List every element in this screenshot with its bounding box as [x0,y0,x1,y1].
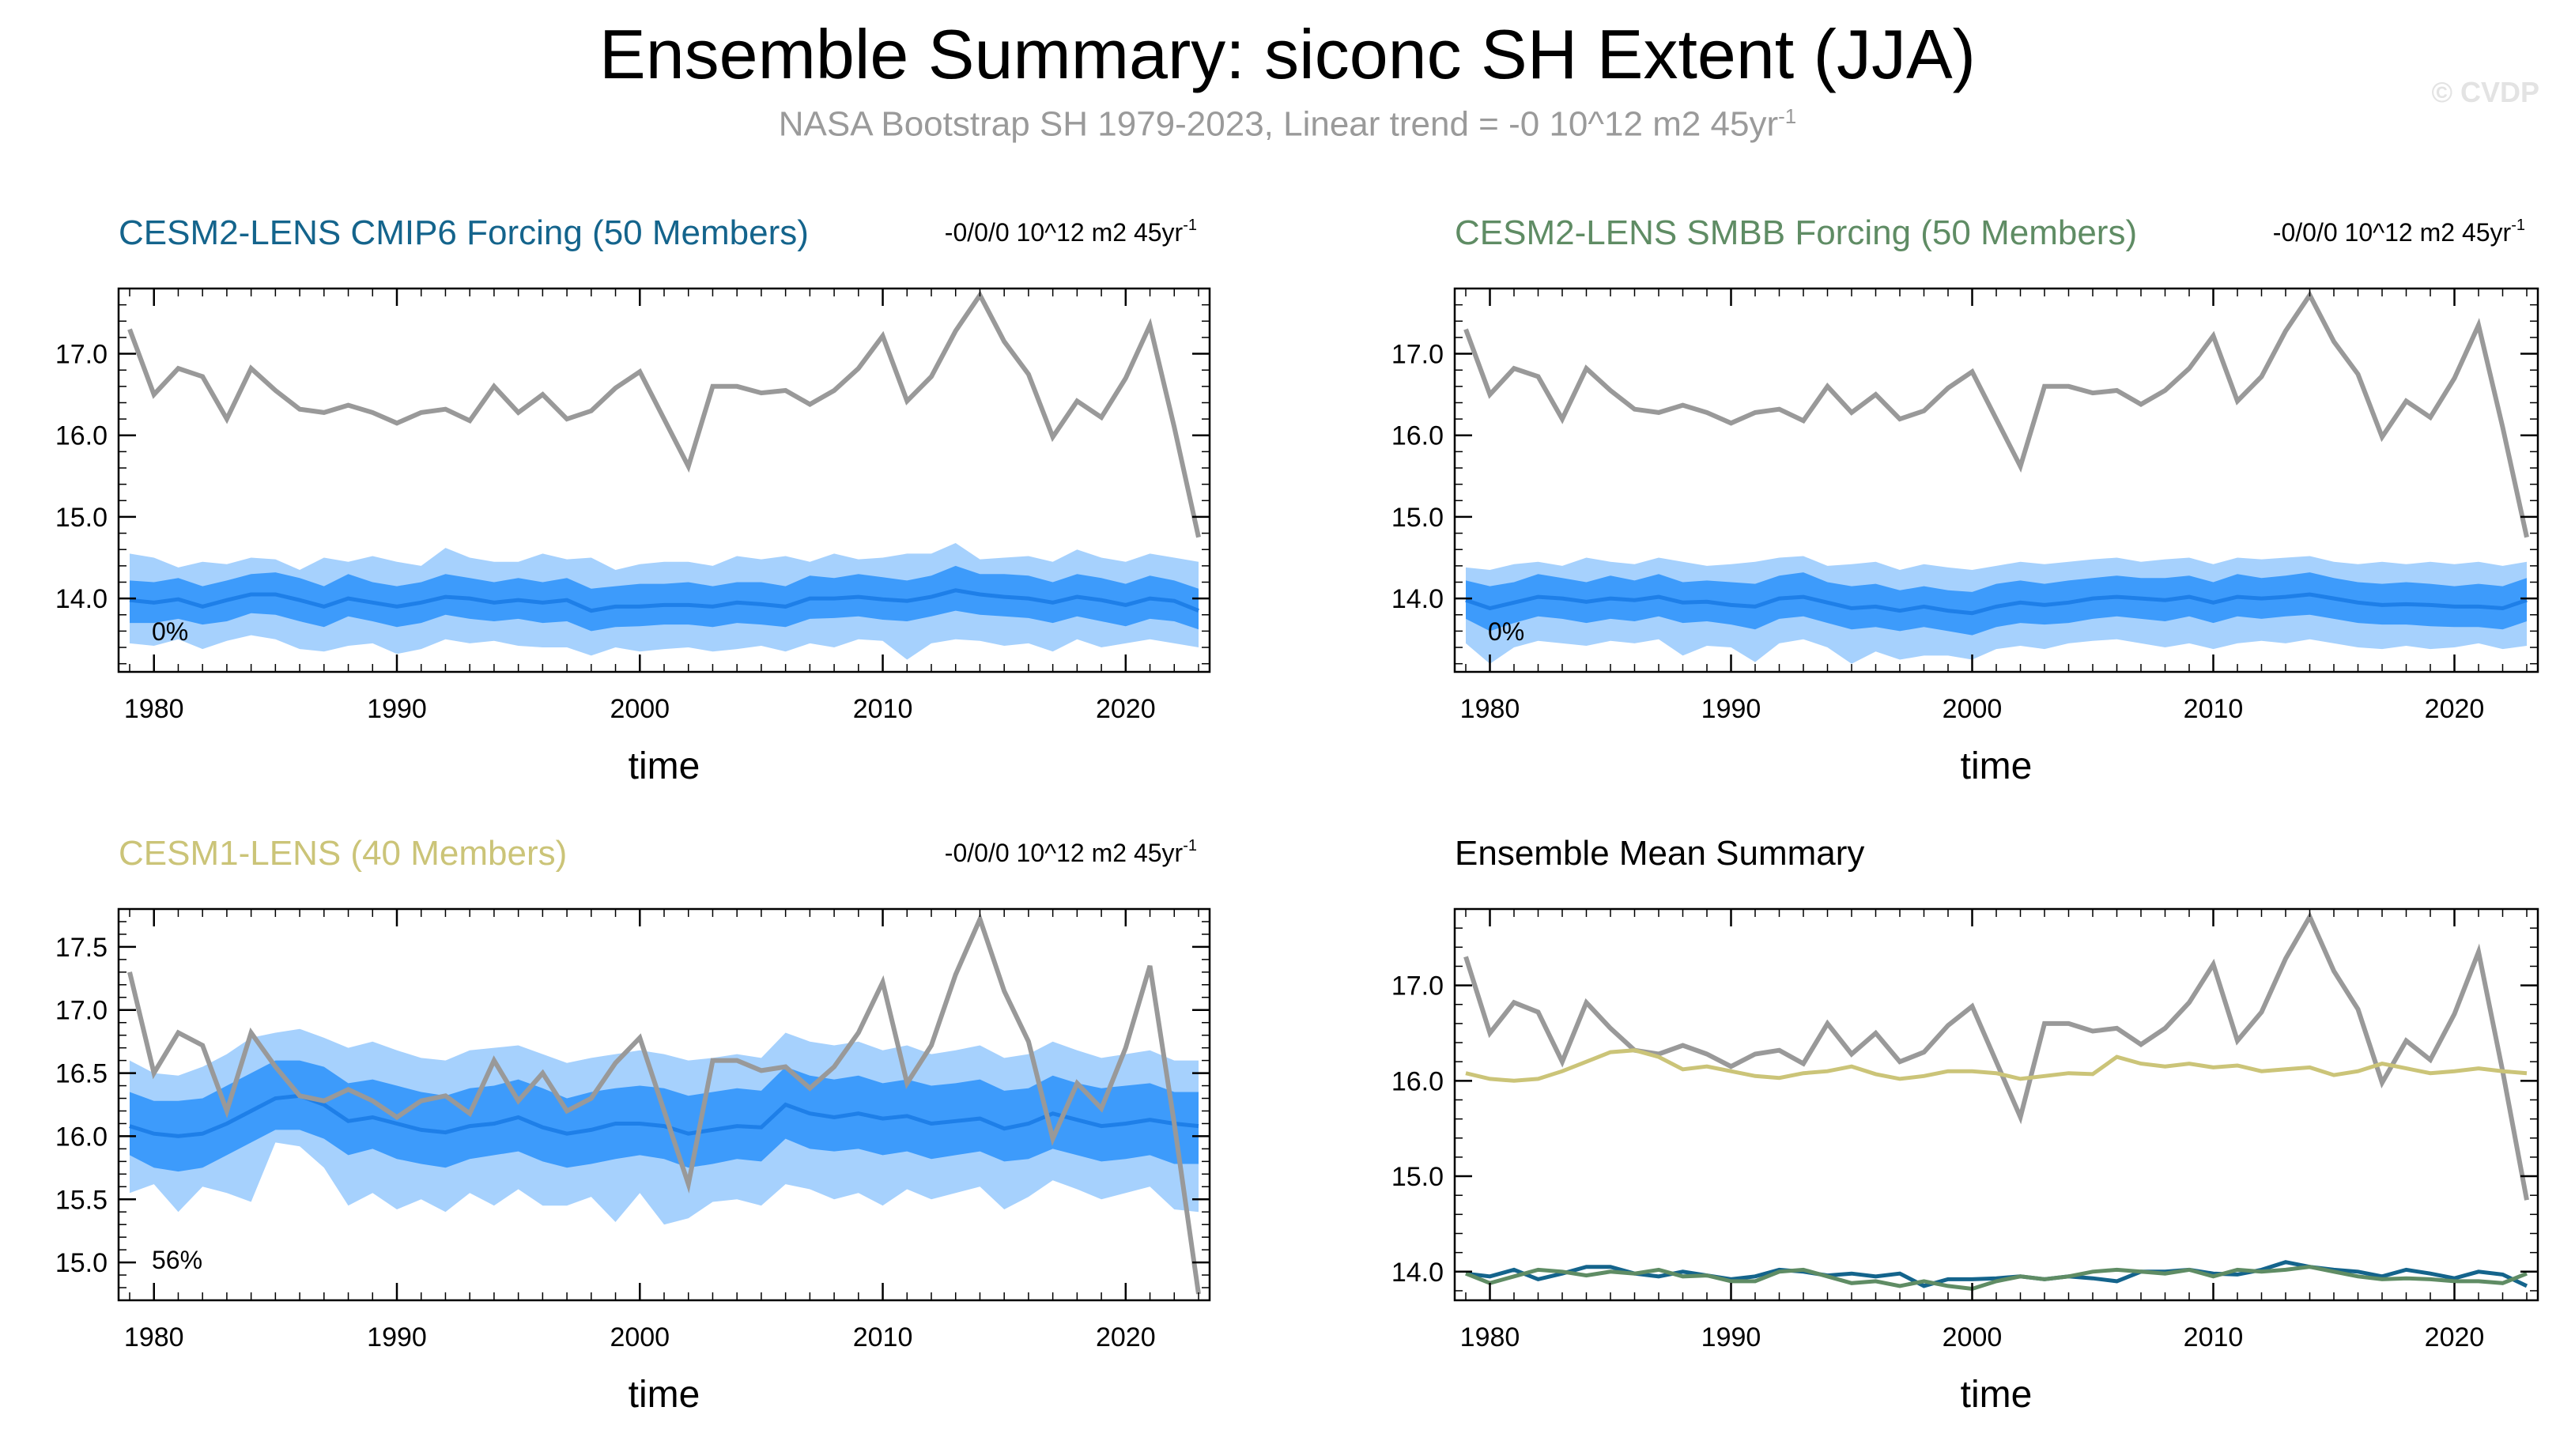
x-tick-label: 2020 [1096,694,1156,724]
y-tick-label: 17.0 [55,996,108,1026]
watermark: © CVDP [2431,76,2539,108]
trend-label-text: -0/0/0 10^12 m2 45yr [2273,218,2512,247]
x-tick-label: 2020 [2425,694,2485,724]
series-line-1 [1465,1048,2528,1083]
x-tick-label: 2000 [1943,1322,2003,1352]
series-line-3 [1465,1265,2528,1292]
y-tick-label: 15.0 [55,503,108,533]
panel-title: CESM2-LENS SMBB Forcing (50 Members) [1455,213,2137,252]
trend-label-sup: -1 [1183,217,1197,234]
x-tick-label: 2000 [1943,694,2003,724]
x-tick-label: 1990 [1701,694,1761,724]
x-tick-label: 1990 [367,694,427,724]
trend-label-text: -0/0/0 10^12 m2 45yr [945,839,1184,867]
figure-subtitle: NASA Bootstrap SH 1979-2023, Linear tren… [0,104,2575,145]
trend-label-text: -0/0/0 10^12 m2 45yr [945,218,1184,247]
band-inner [1466,572,2527,636]
y-tick-label: 15.5 [55,1185,108,1215]
panel-cmip6: 14.0 15.0 16.0 17.0 1980 1990 2000 2010 2020 time… [55,213,1211,787]
panel-cesm1: 15.0 15.5 16.0 16.5 17.0 17.5 1980 1990 2000 2010… [55,834,1211,1416]
trend-label: -0/0/0 10^12 m2 45yr-1 [2273,217,2525,247]
y-tick-label: 17.5 [55,933,108,963]
x-tick-label: 2010 [2184,1322,2244,1352]
percent-label: 56% [152,1246,202,1274]
panel-title: Ensemble Mean Summary [1455,834,1864,873]
y-tick-label: 15.0 [55,1248,108,1278]
y-tick-label: 14.0 [55,584,108,614]
x-axis-label: time [629,745,700,787]
x-tick-label: 1980 [124,694,184,724]
band-inner [130,565,1199,632]
x-tick-label: 1980 [124,1322,184,1352]
x-tick-label: 1980 [1460,694,1520,724]
x-axis-label: time [1961,745,2033,787]
ensemble-mean-line [1465,592,2528,616]
x-tick-label: 2010 [853,1322,913,1352]
y-tick-label: 14.0 [1391,1258,1444,1288]
x-tick-label: 2020 [2425,1322,2485,1352]
x-tick-label: 1980 [1460,1322,1520,1352]
y-tick-label: 17.0 [55,340,108,370]
plot-frame [1453,907,2539,1302]
y-tick-label: 17.0 [1391,340,1444,370]
trend-label: -0/0/0 10^12 m2 45yr-1 [945,837,1197,867]
obs-line [127,912,1201,1295]
y-tick-label: 16.0 [55,1122,108,1152]
y-tick-label: 16.0 [1391,421,1444,451]
y-tick-label: 16.5 [55,1059,108,1089]
panel-title: CESM2-LENS CMIP6 Forcing (50 Members) [119,213,809,252]
x-tick-label: 2000 [610,694,670,724]
panel-title: CESM1-LENS (40 Members) [119,834,567,873]
percent-label: 0% [152,617,188,646]
x-tick-label: 1990 [367,1322,427,1352]
x-tick-label: 1990 [1701,1322,1761,1352]
trend-label-sup: -1 [1183,837,1197,854]
x-tick-label: 2000 [610,1322,670,1352]
ensemble-mean-line [129,588,1199,613]
subtitle-text: NASA Bootstrap SH 1979-2023, Linear tren… [778,104,1779,144]
trend-label: -0/0/0 10^12 m2 45yr-1 [945,217,1197,247]
y-tick-label: 17.0 [1391,971,1444,1001]
series-line-2 [1465,1260,2528,1288]
obs-line [1463,290,2529,538]
trend-label-sup: -1 [2511,217,2525,234]
series-line-0 [1463,911,2529,1201]
y-tick-label: 16.0 [1391,1066,1444,1096]
x-axis-label: time [1961,1374,2033,1416]
panel-smbb: 14.0 15.0 16.0 17.0 1980 1990 2000 2010 2020 time… [1391,213,2539,787]
x-tick-label: 2010 [853,694,913,724]
obs-line [127,290,1201,538]
x-tick-label: 2010 [2184,694,2244,724]
x-tick-label: 2020 [1096,1322,1156,1352]
y-tick-label: 16.0 [55,421,108,451]
y-tick-label: 15.0 [1391,503,1444,533]
y-tick-label: 15.0 [1391,1162,1444,1192]
x-axis-label: time [629,1374,700,1416]
percent-label: 0% [1488,617,1524,646]
y-tick-label: 14.0 [1391,584,1444,614]
panel-summary: 14.0 15.0 16.0 17.0 1980 1990 2000 2010 2020 time… [1391,834,2539,1416]
subtitle-sup: -1 [1778,104,1797,128]
figure-title: Ensemble Summary: siconc SH Extent (JJA) [599,15,1976,93]
